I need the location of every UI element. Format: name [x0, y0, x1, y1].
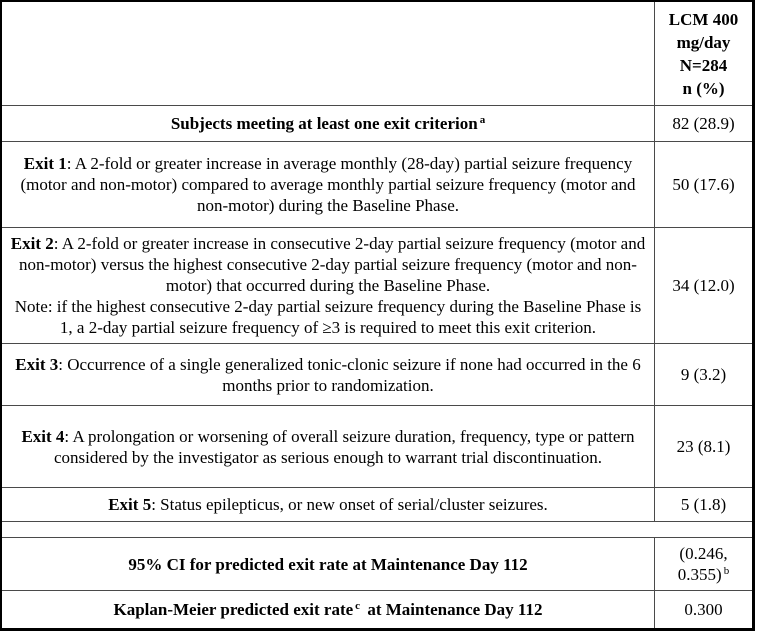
subjects-label-text: Subjects meeting at least one exit crite…: [170, 114, 478, 133]
exit-5-value: 5 (1.8): [680, 495, 727, 514]
row-95ci: 95% CI for predicted exit rate at Mainte…: [2, 537, 752, 590]
exit-2-body: : A 2-fold or greater increase in consec…: [19, 234, 646, 295]
footnote-a-marker: a: [479, 114, 486, 126]
km-label-post: at Maintenance Day 112: [367, 600, 543, 619]
exit-3-prefix: Exit 3: [15, 354, 59, 374]
footnote-b-marker: b: [723, 565, 730, 577]
ci-label: 95% CI for predicted exit rate at Mainte…: [2, 538, 655, 590]
exit-1-prefix: Exit 1: [23, 154, 67, 173]
header-row: LCM 400 mg/day N=284 n (%): [2, 2, 752, 105]
exit-1-value: 50 (17.6): [672, 175, 735, 194]
exit-2-label: Exit 2: A 2-fold or greater increase in …: [2, 228, 655, 343]
exit-5-prefix: Exit 5: [108, 495, 152, 514]
exit-4-label: Exit 4: A prolongation or worsening of o…: [2, 406, 655, 487]
exit-4-body: : A prolongation or worsening of overall…: [53, 426, 635, 467]
exit-1-label: Exit 1: A 2-fold or greater increase in …: [2, 142, 655, 227]
ci-value-line2: 0.355): [677, 565, 722, 584]
row-exit-3: Exit 3: Occurrence of a single generaliz…: [2, 343, 752, 405]
subjects-label: Subjects meeting at least one exit crite…: [2, 106, 655, 141]
exit-2-prefix: Exit 2: [10, 234, 54, 253]
ci-value: (0.246, 0.355) b: [655, 538, 752, 590]
exit-4-prefix: Exit 4: [21, 426, 65, 446]
exit-3-label: Exit 3: Occurrence of a single generaliz…: [2, 344, 655, 405]
exit-2-value: 34 (12.0): [672, 276, 735, 295]
km-label-pre: Kaplan-Meier predicted exit rate: [113, 600, 354, 619]
km-value: 0.300: [684, 600, 723, 619]
exit-1-body: : A 2-fold or greater increase in averag…: [20, 154, 636, 215]
exit-3-body: : Occurrence of a single generalized ton…: [58, 354, 641, 395]
subjects-value: 82 (28.9): [672, 114, 735, 133]
row-exit-4: Exit 4: A prolongation or worsening of o…: [2, 405, 752, 487]
exit-2-note: Note: if the highest consecutive 2-day p…: [14, 297, 642, 337]
row-subjects-meeting-criterion: Subjects meeting at least one exit crite…: [2, 105, 752, 141]
exit-3-value: 9 (3.2): [680, 365, 727, 384]
exit-5-body: : Status epilepticus, or new onset of se…: [151, 495, 548, 514]
row-exit-5: Exit 5: Status epilepticus, or new onset…: [2, 487, 752, 521]
row-exit-2: Exit 2: A 2-fold or greater increase in …: [2, 227, 752, 343]
header-treatment-cell: LCM 400 mg/day N=284 n (%): [668, 9, 739, 98]
km-label: Kaplan-Meier predicted exit rate c at Mai…: [2, 591, 655, 628]
row-kaplan-meier: Kaplan-Meier predicted exit rate c at Mai…: [2, 590, 752, 628]
spacer-row: [2, 521, 752, 537]
header-empty-cell: [2, 2, 655, 105]
row-exit-1: Exit 1: A 2-fold or greater increase in …: [2, 141, 752, 227]
ci-value-line1: (0.246,: [679, 544, 728, 563]
exit-4-value: 23 (8.1): [676, 437, 731, 456]
footnote-c-marker: c: [355, 600, 361, 612]
exit-5-label: Exit 5: Status epilepticus, or new onset…: [2, 488, 655, 521]
